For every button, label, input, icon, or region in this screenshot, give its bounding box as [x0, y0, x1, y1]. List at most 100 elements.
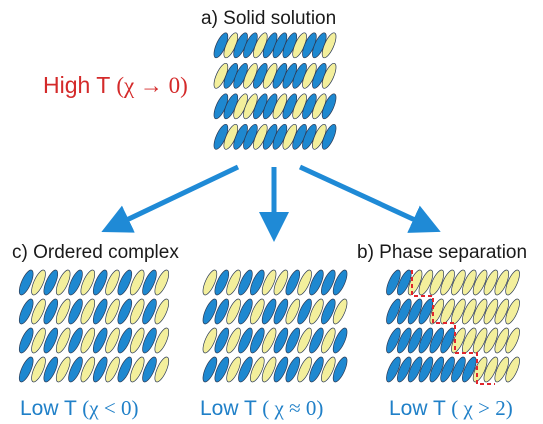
molecule-ellipse	[92, 269, 108, 296]
molecule-ellipse	[418, 269, 434, 296]
ordered-complex-title: c) Ordered complex	[12, 242, 179, 263]
molecule-ellipse	[55, 269, 71, 296]
high-temp-condition: (χ → 0)	[116, 73, 188, 98]
molecule-ellipse	[250, 356, 265, 383]
molecule-ellipse	[214, 356, 230, 383]
molecule-ellipse	[250, 298, 265, 325]
molecule-ellipse	[462, 356, 477, 383]
molecule-ellipse	[43, 327, 59, 354]
molecule-ellipse	[31, 356, 46, 383]
molecule-ellipse	[226, 269, 241, 296]
molecule-ellipse	[386, 269, 401, 296]
molecule-ellipse	[494, 356, 510, 383]
high-temperature-label: High T (χ → 0)	[43, 73, 188, 98]
molecule-ellipse	[440, 327, 455, 354]
molecule-ellipse	[202, 298, 218, 325]
molecule-ellipse	[43, 356, 59, 383]
molecule-ellipse	[31, 298, 46, 325]
molecule-ellipse	[321, 123, 337, 150]
molecule-ellipse	[321, 93, 337, 120]
arrow-to-phase-separation	[298, 164, 441, 233]
molecule-ellipse	[321, 62, 337, 89]
molecule-ellipse	[321, 298, 336, 325]
low-temp-text-left: Low T	[20, 397, 77, 420]
solid-solution-lattice	[213, 32, 337, 150]
molecule-ellipse	[418, 298, 434, 325]
molecule-ellipse	[332, 298, 348, 325]
molecule-ellipse	[214, 298, 230, 325]
molecule-ellipse	[55, 356, 71, 383]
molecule-ellipse	[105, 269, 120, 296]
molecule-ellipse	[297, 269, 312, 296]
molecule-ellipse	[273, 298, 289, 325]
low-temp-label-left: Low T (χ < 0)	[20, 397, 138, 420]
molecule-ellipse	[297, 298, 312, 325]
molecule-ellipse	[214, 327, 230, 354]
molecule-ellipse	[321, 327, 336, 354]
molecule-ellipse	[142, 269, 157, 296]
molecule-ellipse	[261, 298, 277, 325]
molecule-ellipse	[117, 298, 133, 325]
molecule-ellipse	[129, 298, 145, 325]
molecule-ellipse	[273, 327, 289, 354]
molecule-ellipse	[472, 269, 488, 296]
molecule-ellipse	[154, 356, 170, 383]
molecule-ellipse	[80, 298, 96, 325]
molecule-ellipse	[407, 269, 423, 296]
molecule-ellipse	[105, 327, 120, 354]
molecule-ellipse	[105, 356, 120, 383]
molecule-ellipse	[505, 269, 520, 296]
molecule-ellipse	[505, 356, 520, 383]
solid-solution-title: a) Solid solution	[201, 8, 337, 29]
molecule-ellipse	[407, 356, 423, 383]
molecule-ellipse	[80, 269, 96, 296]
molecule-ellipse	[68, 298, 83, 325]
molecule-ellipse	[285, 269, 301, 296]
molecule-ellipse	[472, 327, 488, 354]
molecule-ellipse	[418, 327, 434, 354]
molecule-ellipse	[68, 327, 83, 354]
molecule-ellipse	[321, 269, 336, 296]
molecule-ellipse	[505, 327, 520, 354]
molecule-ellipse	[462, 298, 477, 325]
molecule-ellipse	[43, 269, 59, 296]
low-temp-text-middle: Low T	[200, 397, 257, 420]
molecule-ellipse	[226, 356, 241, 383]
molecule-ellipse	[55, 327, 71, 354]
molecule-ellipse	[226, 298, 241, 325]
molecule-ellipse	[309, 356, 324, 383]
molecule-ellipse	[386, 356, 401, 383]
molecule-ellipse	[397, 269, 412, 296]
molecule-ellipse	[429, 356, 445, 383]
molecule-ellipse	[105, 298, 120, 325]
molecule-ellipse	[429, 269, 445, 296]
molecule-ellipse	[451, 269, 466, 296]
molecule-ellipse	[386, 298, 401, 325]
molecule-ellipse	[154, 327, 170, 354]
molecule-ellipse	[407, 298, 423, 325]
arrow-to-ordered-complex	[101, 164, 240, 233]
molecule-ellipse	[238, 298, 253, 325]
molecule-ellipse	[321, 356, 336, 383]
low-temp-condition-right: ( χ > 2)	[451, 396, 513, 420]
molecule-ellipse	[386, 327, 401, 354]
molecule-ellipse	[321, 32, 337, 59]
molecule-ellipse	[129, 269, 145, 296]
molecule-ellipse	[472, 298, 488, 325]
molecule-ellipse	[18, 356, 34, 383]
molecule-ellipse	[494, 298, 510, 325]
molecule-ellipse	[250, 269, 265, 296]
molecule-ellipse	[68, 269, 83, 296]
molecule-ellipse	[55, 298, 71, 325]
molecule-ellipse	[92, 327, 108, 354]
molecule-ellipse	[332, 356, 348, 383]
phase-separation-title: b) Phase separation	[357, 242, 528, 263]
molecule-ellipse	[202, 269, 218, 296]
phase-separation-lattice	[386, 269, 520, 383]
molecule-ellipse	[117, 356, 133, 383]
molecule-ellipse	[18, 269, 34, 296]
ordered-complex-lattice	[18, 269, 170, 383]
molecule-ellipse	[483, 327, 499, 354]
low-temp-condition-middle: ( χ ≈ 0)	[262, 396, 324, 420]
